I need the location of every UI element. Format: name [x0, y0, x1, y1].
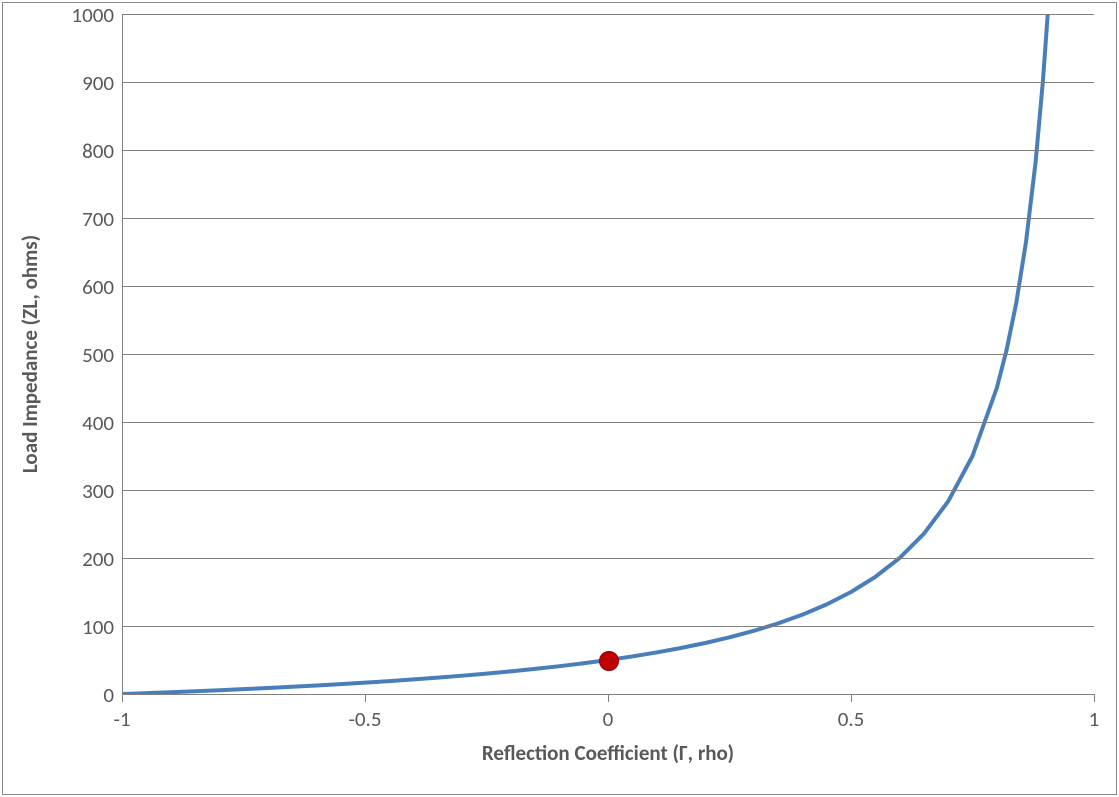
y-tick-label: 800	[54, 138, 114, 164]
x-tick-mark	[122, 694, 123, 702]
y-tick-label: 300	[54, 478, 114, 504]
y-tick-label: 700	[54, 206, 114, 232]
x-axis-title: Reflection Coefficient (Γ, rho)	[122, 740, 1094, 766]
chart-container: Load Impedance (ZL, ohms) Reflection Coe…	[0, 0, 1119, 797]
x-tick-mark	[365, 694, 366, 702]
x-tick-label: 1	[1054, 706, 1119, 732]
x-tick-mark	[851, 694, 852, 702]
y-tick-label: 1000	[54, 2, 114, 28]
x-tick-label: -1	[82, 706, 162, 732]
y-tick-label: 0	[54, 682, 114, 708]
gridline-horizontal	[122, 286, 1094, 287]
gridline-horizontal	[122, 422, 1094, 423]
gridline-horizontal	[122, 82, 1094, 83]
x-axis-line	[122, 694, 1094, 695]
y-axis-line	[122, 14, 123, 694]
y-tick-label: 600	[54, 274, 114, 300]
gridline-horizontal	[122, 14, 1094, 15]
y-tick-label: 500	[54, 342, 114, 368]
y-axis-title: Load Impedance (ZL, ohms)	[17, 14, 47, 694]
gridline-horizontal	[122, 150, 1094, 151]
x-tick-label: 0	[568, 706, 648, 732]
gridline-horizontal	[122, 218, 1094, 219]
x-tick-mark	[1094, 694, 1095, 702]
y-tick-label: 200	[54, 546, 114, 572]
gridline-horizontal	[122, 558, 1094, 559]
x-tick-label: -0.5	[325, 706, 405, 732]
y-tick-label: 100	[54, 614, 114, 640]
marker-point	[599, 651, 619, 671]
line-series	[0, 0, 1119, 797]
x-tick-mark	[608, 694, 609, 702]
gridline-horizontal	[122, 626, 1094, 627]
x-tick-label: 0.5	[811, 706, 891, 732]
y-tick-label: 400	[54, 410, 114, 436]
y-tick-label: 900	[54, 70, 114, 96]
gridline-horizontal	[122, 354, 1094, 355]
gridline-horizontal	[122, 490, 1094, 491]
